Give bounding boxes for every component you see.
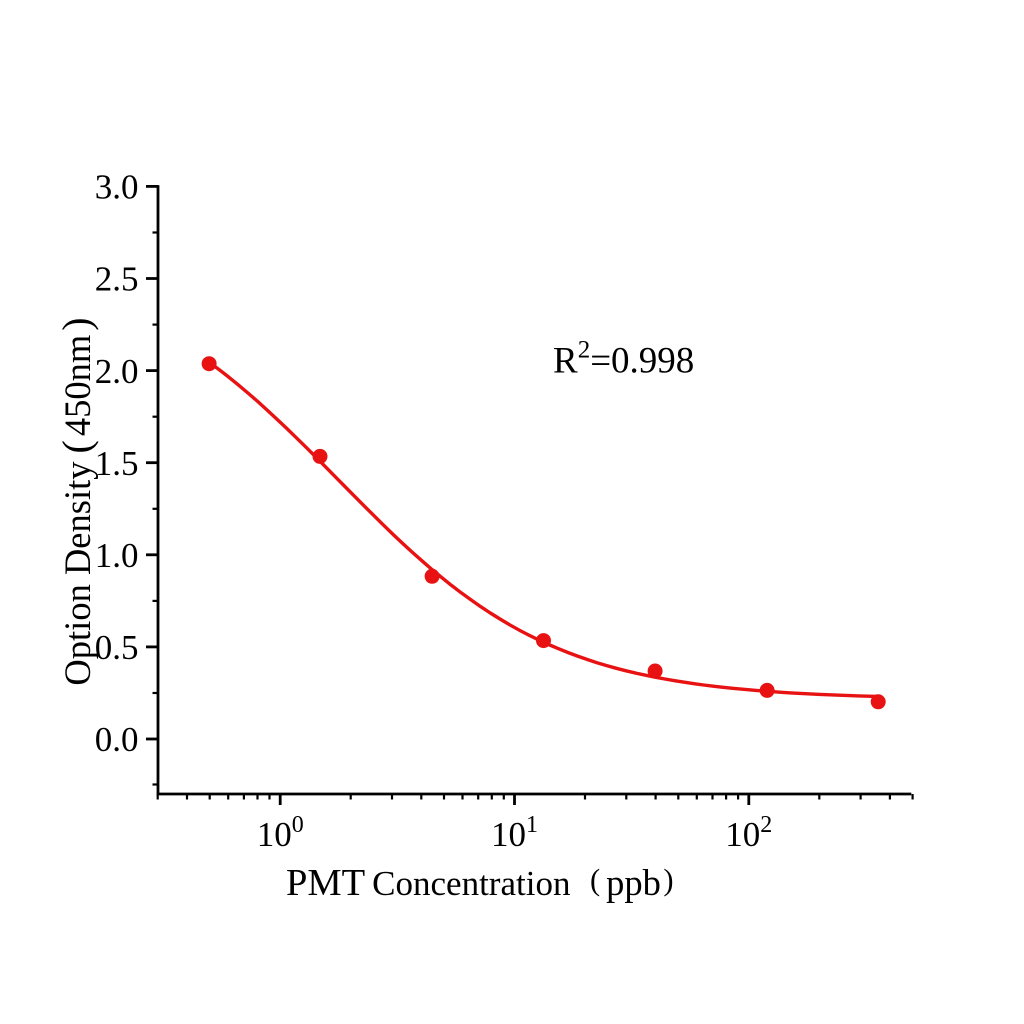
- svg-text:0.5: 0.5: [95, 628, 139, 667]
- svg-text:1.0: 1.0: [95, 536, 139, 575]
- svg-text:3.0: 3.0: [95, 168, 139, 207]
- svg-text:0.0: 0.0: [95, 720, 139, 759]
- svg-text:1.5: 1.5: [95, 444, 139, 483]
- svg-text:R2=0.998: R2=0.998: [553, 337, 694, 382]
- svg-text:2.5: 2.5: [95, 260, 139, 299]
- svg-text:2.0: 2.0: [95, 352, 139, 391]
- svg-text:Option Density(450nm): Option Density(450nm): [54, 317, 99, 685]
